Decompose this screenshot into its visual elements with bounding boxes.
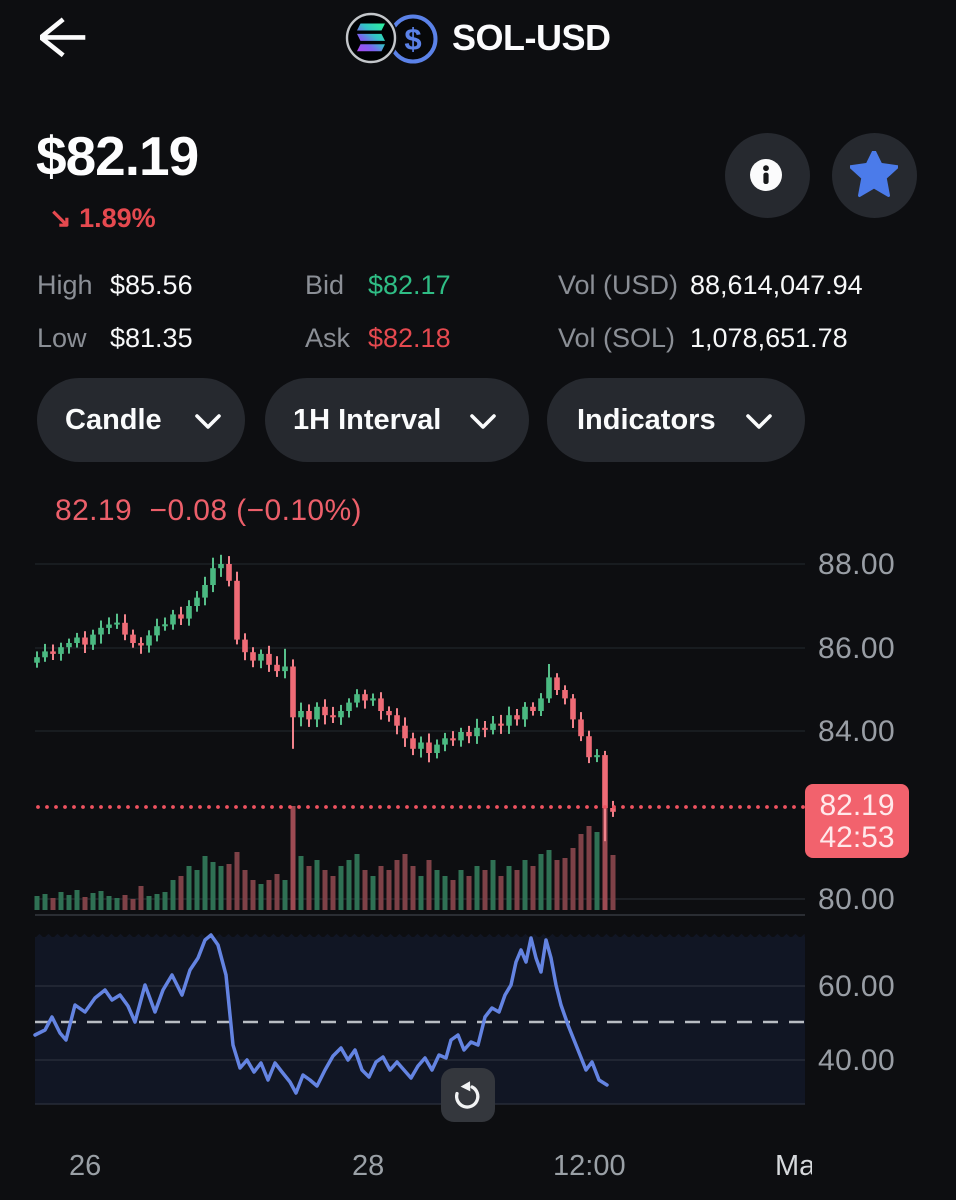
svg-text:$: $: [404, 22, 421, 57]
